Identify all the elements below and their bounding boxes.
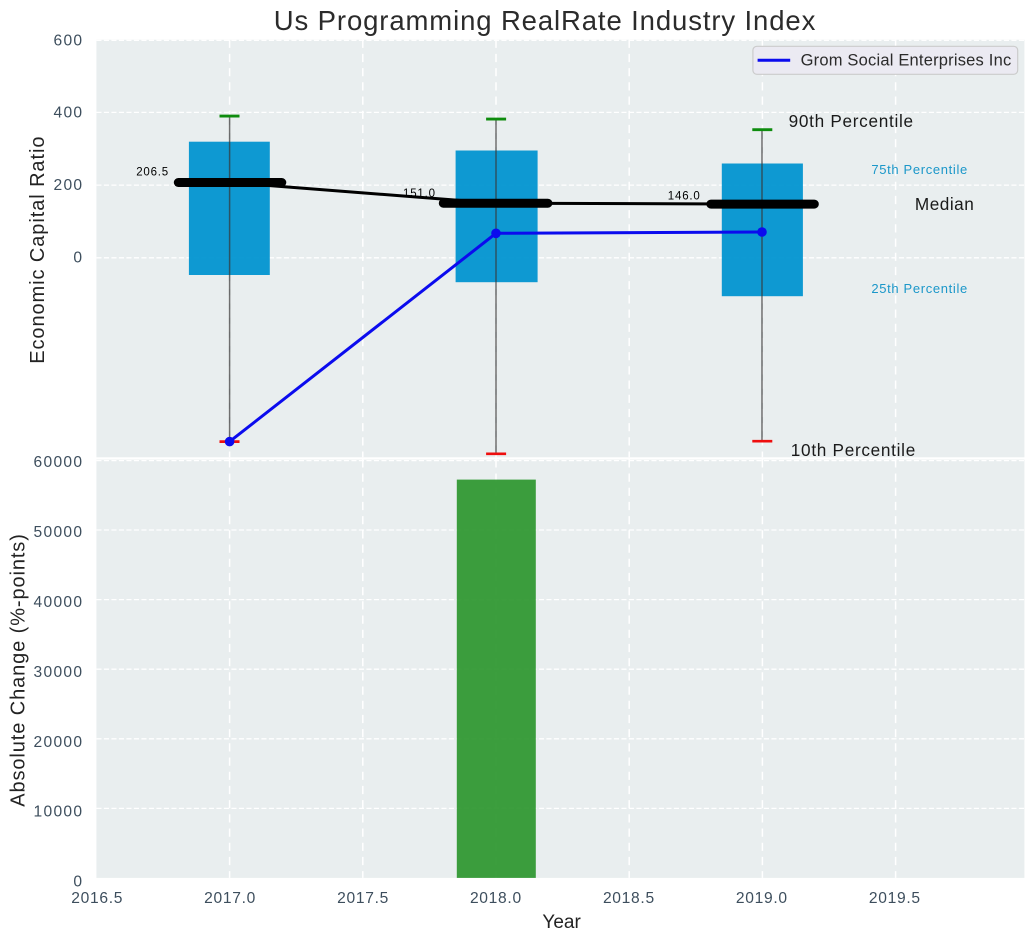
svg-text:0: 0 <box>73 250 83 267</box>
svg-text:25th Percentile: 25th Percentile <box>871 281 967 296</box>
svg-text:Year: Year <box>542 912 581 933</box>
svg-text:2016.5: 2016.5 <box>71 890 123 907</box>
svg-text:2017.5: 2017.5 <box>337 890 389 907</box>
svg-text:60000: 60000 <box>34 454 84 471</box>
svg-text:75th Percentile: 75th Percentile <box>871 162 967 177</box>
svg-text:20000: 20000 <box>34 734 84 751</box>
svg-text:2018.0: 2018.0 <box>470 890 522 907</box>
svg-text:Grom Social Enterprises Inc: Grom Social Enterprises Inc <box>801 52 1012 70</box>
svg-text:151.0: 151.0 <box>403 188 436 200</box>
svg-text:2018.5: 2018.5 <box>603 890 655 907</box>
svg-text:Absolute Change (%-points): Absolute Change (%-points) <box>8 533 30 807</box>
svg-text:206.5: 206.5 <box>136 167 169 179</box>
svg-text:400: 400 <box>53 104 83 121</box>
svg-text:146.0: 146.0 <box>668 190 701 202</box>
svg-text:10th Percentile: 10th Percentile <box>791 440 916 460</box>
svg-text:40000: 40000 <box>34 594 84 611</box>
svg-text:90th Percentile: 90th Percentile <box>789 111 914 131</box>
svg-text:200: 200 <box>53 177 83 194</box>
svg-text:2019.0: 2019.0 <box>736 890 788 907</box>
svg-text:Economic Capital Ratio: Economic Capital Ratio <box>27 136 49 364</box>
svg-text:10000: 10000 <box>34 804 84 821</box>
svg-text:600: 600 <box>53 32 83 49</box>
svg-text:50000: 50000 <box>34 524 84 541</box>
svg-text:Median: Median <box>915 194 974 214</box>
svg-text:Us Programming RealRate Indust: Us Programming RealRate Industry Index <box>274 5 816 36</box>
svg-text:2019.5: 2019.5 <box>869 890 921 907</box>
svg-text:2017.0: 2017.0 <box>204 890 256 907</box>
svg-text:30000: 30000 <box>34 664 84 681</box>
svg-text:0: 0 <box>73 874 83 891</box>
